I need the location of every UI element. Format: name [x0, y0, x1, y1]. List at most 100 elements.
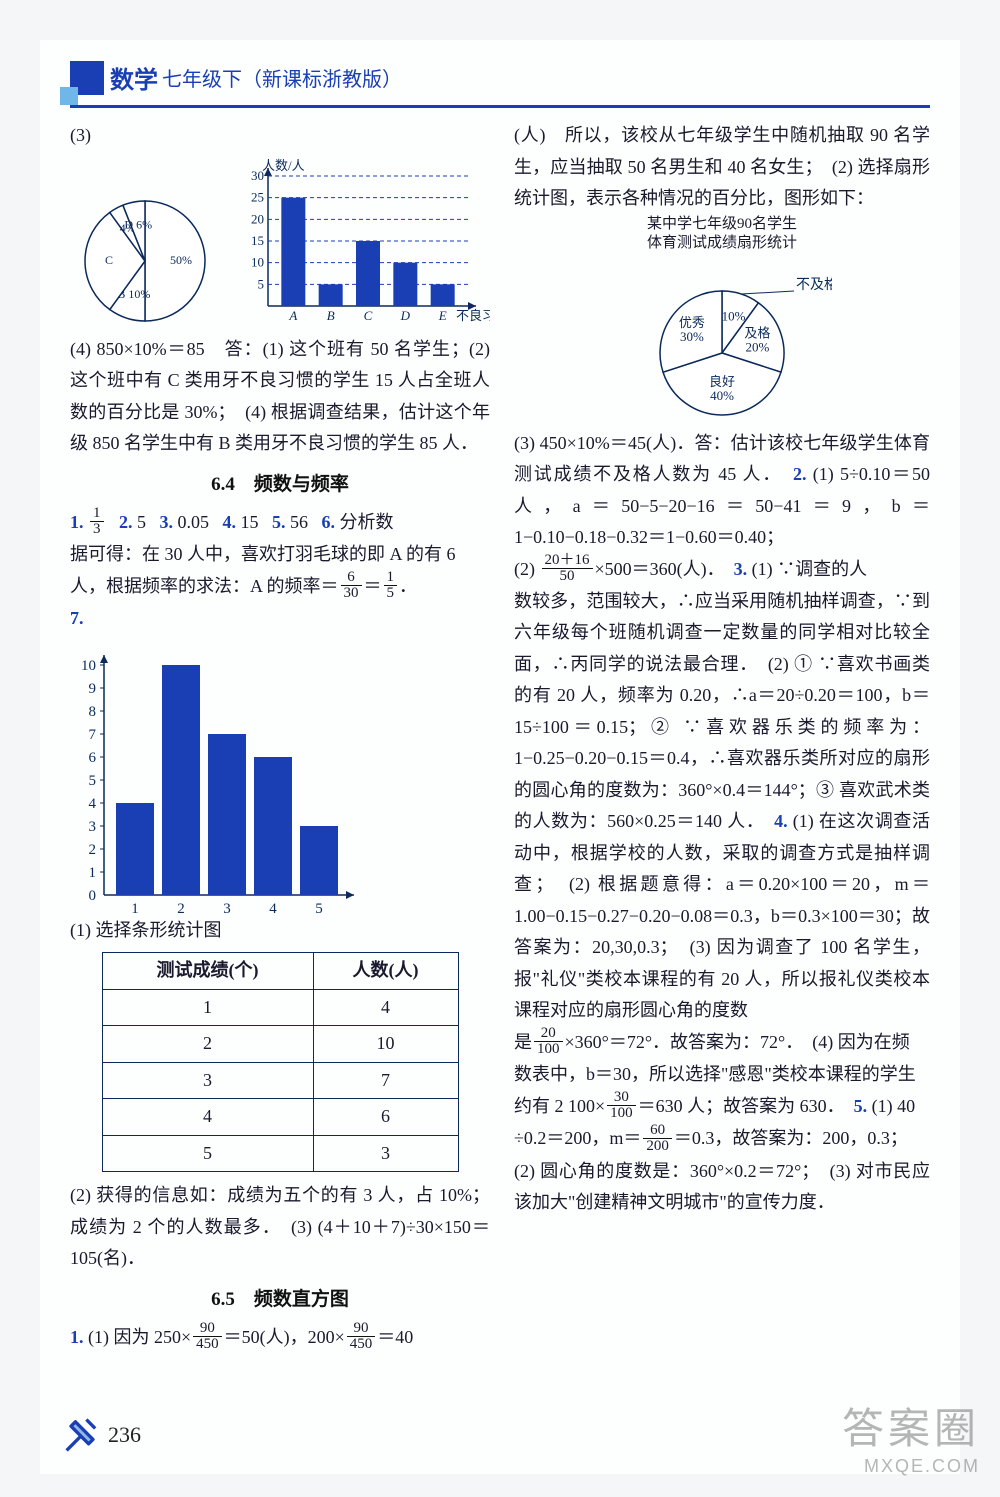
pie2-title-l1: 某中学七年级90名学生: [647, 216, 797, 232]
q6-answer: 分析数: [340, 512, 394, 532]
table-header: 测试成绩(个): [102, 953, 313, 990]
table-cell: 1: [102, 989, 313, 1026]
page: 数学 七年级下（新课标浙教版） (3) 50%B 10%C4%D 6% 人数/人…: [40, 40, 960, 1474]
sec64-answers-line1: 1. 13 2. 5 3. 0.05 4. 15 5. 56 6. 分析数: [70, 507, 490, 539]
header-rule: [70, 105, 930, 108]
svg-text:6: 6: [89, 750, 97, 766]
pie2-title: 某中学七年级90名学生 体育测试成绩扇形统计: [514, 215, 930, 254]
table-caption: (1) 选择条形统计图: [70, 915, 490, 947]
section-6-5-title: 6.5 频数直方图: [70, 1283, 490, 1316]
sec65-text3: ＝40: [377, 1327, 413, 1347]
svg-text:不及格: 不及格: [796, 277, 832, 293]
svg-text:4: 4: [269, 901, 277, 915]
q1-num: 1.: [70, 512, 84, 532]
svg-text:C: C: [364, 308, 373, 323]
table-cell: 2: [102, 1026, 313, 1063]
line-h-pre: 是: [514, 1032, 532, 1052]
svg-text:5: 5: [258, 276, 265, 291]
header-subject: 数学: [110, 60, 158, 95]
q3-answer: 0.05: [178, 512, 210, 532]
q4-answer: 15: [241, 512, 259, 532]
logo-icon: [70, 61, 104, 95]
watermark-en: MXQE.COM: [842, 1456, 980, 1477]
pie-chart-habits: 50%B 10%C4%D 6%: [70, 186, 220, 326]
line-h-mid: ×360°＝72°．故答案为：72°． (4) 因为在频: [565, 1032, 910, 1052]
line-k-pre: ÷0.2＝200，m＝: [514, 1128, 641, 1148]
right-q3: 3.: [734, 559, 748, 579]
text-f-body: 数较多，范围较大，∴应当采用随机抽样调查，∵到六年级每个班随机调查一定数量的同学…: [514, 591, 930, 832]
right-q2: 2.: [793, 464, 807, 484]
left-column: (3) 50%B 10%C4%D 6% 人数/人不良习惯51015202530A…: [70, 120, 490, 1354]
frac-30-100: 30100: [607, 1090, 636, 1121]
frac-1-5: 15: [384, 570, 398, 601]
svg-text:10: 10: [251, 254, 264, 269]
svg-text:3: 3: [223, 901, 231, 915]
text-b: (2) 获得的信息如：成绩为五个的有 3 人，占 10%；成绩为 2 个的人数最…: [70, 1180, 490, 1275]
svg-text:15: 15: [251, 233, 264, 248]
table-cell: 5: [102, 1135, 313, 1172]
q1-answer: 13: [90, 506, 104, 537]
sec65-q1: 1.: [70, 1327, 84, 1347]
svg-text:30: 30: [251, 168, 264, 183]
watermark-cn: 答案圈: [842, 1395, 980, 1456]
text-d: (3) 450×10%＝45(人)．答：估计该校七年级学生体育测试成绩不及格人数…: [514, 428, 930, 554]
line-j-mid: ＝630 人；故答案为 630．: [638, 1096, 854, 1116]
line-e-mid: ×500＝360(人)．: [595, 559, 734, 579]
page-number: 236: [60, 1413, 141, 1457]
svg-text:1: 1: [131, 901, 139, 915]
svg-text:E: E: [438, 308, 447, 323]
svg-text:9: 9: [89, 681, 97, 697]
svg-text:D: D: [400, 308, 411, 323]
item-3-label: (3): [70, 120, 490, 152]
pushpin-icon: [60, 1413, 104, 1457]
content-columns: (3) 50%B 10%C4%D 6% 人数/人不良习惯51015202530A…: [70, 120, 930, 1354]
table-cell: 4: [313, 989, 458, 1026]
line-e: (2) 20＋1650×500＝360(人)． 3. (1) ∵调查的人: [514, 554, 930, 586]
svg-text:10: 10: [81, 658, 96, 674]
svg-text:50%: 50%: [170, 252, 192, 266]
svg-text:不良习惯: 不良习惯: [456, 308, 490, 323]
line-h: 是20100×360°＝72°．故答案为：72°． (4) 因为在频: [514, 1027, 930, 1059]
right-column: (人) 所以，该校从七年级学生中随机抽取 90 名学生，应当抽取 50 名男生和…: [514, 120, 930, 1354]
watermark: 答案圈 MXQE.COM: [842, 1395, 980, 1477]
q7-num: 7.: [70, 608, 84, 628]
svg-text:4: 4: [89, 796, 97, 812]
q2-answer: 5: [137, 512, 146, 532]
line-e-post: (1) ∵调查的人: [752, 559, 868, 579]
q5-num: 5.: [272, 512, 286, 532]
svg-text:7: 7: [89, 727, 97, 743]
q2-num: 2.: [119, 512, 133, 532]
sec64-line3-pre: 人，根据频率的求法：A 的频率＝: [70, 576, 339, 596]
bar-chart-scores: 12345678910012345: [70, 635, 370, 915]
frac-90-450b: 90450: [347, 1321, 376, 1352]
svg-text:40%: 40%: [710, 388, 734, 403]
score-table: 测试成绩(个)人数(人) 14210374653: [102, 952, 459, 1172]
table-header: 人数(人): [313, 953, 458, 990]
table-row: 210: [102, 1026, 458, 1063]
svg-text:5: 5: [315, 901, 323, 915]
line-j-pre: 约有 2 100×: [514, 1096, 605, 1116]
svg-text:2: 2: [89, 842, 97, 858]
svg-text:1: 1: [89, 865, 97, 881]
svg-text:优秀: 优秀: [679, 315, 705, 330]
line-j: 约有 2 100×30100＝630 人；故答案为 630． 5. (1) 40: [514, 1091, 930, 1123]
svg-text:8: 8: [89, 704, 97, 720]
svg-text:D 6%: D 6%: [124, 217, 152, 231]
svg-text:人数/人: 人数/人: [262, 158, 305, 173]
table-cell: 10: [313, 1026, 458, 1063]
right-q4: 4.: [774, 811, 788, 831]
sec65-text2: ＝50(人)，200×: [224, 1327, 345, 1347]
section-6-4-title: 6.4 频数与频率: [70, 468, 490, 501]
table-row: 46: [102, 1099, 458, 1136]
frac-90-450a: 90450: [193, 1321, 222, 1352]
table-cell: 3: [313, 1135, 458, 1172]
svg-text:20: 20: [251, 211, 264, 226]
svg-text:0: 0: [89, 888, 97, 904]
svg-text:10%: 10%: [722, 308, 746, 323]
frac-20-100: 20100: [534, 1026, 563, 1057]
q5-answer: 56: [290, 512, 308, 532]
text-l: (2) 圆心角的度数是：360°×0.2＝72°； (3) 对市民应该加大"创建…: [514, 1156, 930, 1219]
sec64-period: ．: [399, 576, 417, 596]
table-cell: 4: [102, 1099, 313, 1136]
sec64-line2: 据可得：在 30 人中，喜欢打羽毛球的即 A 的有 6: [70, 539, 490, 571]
